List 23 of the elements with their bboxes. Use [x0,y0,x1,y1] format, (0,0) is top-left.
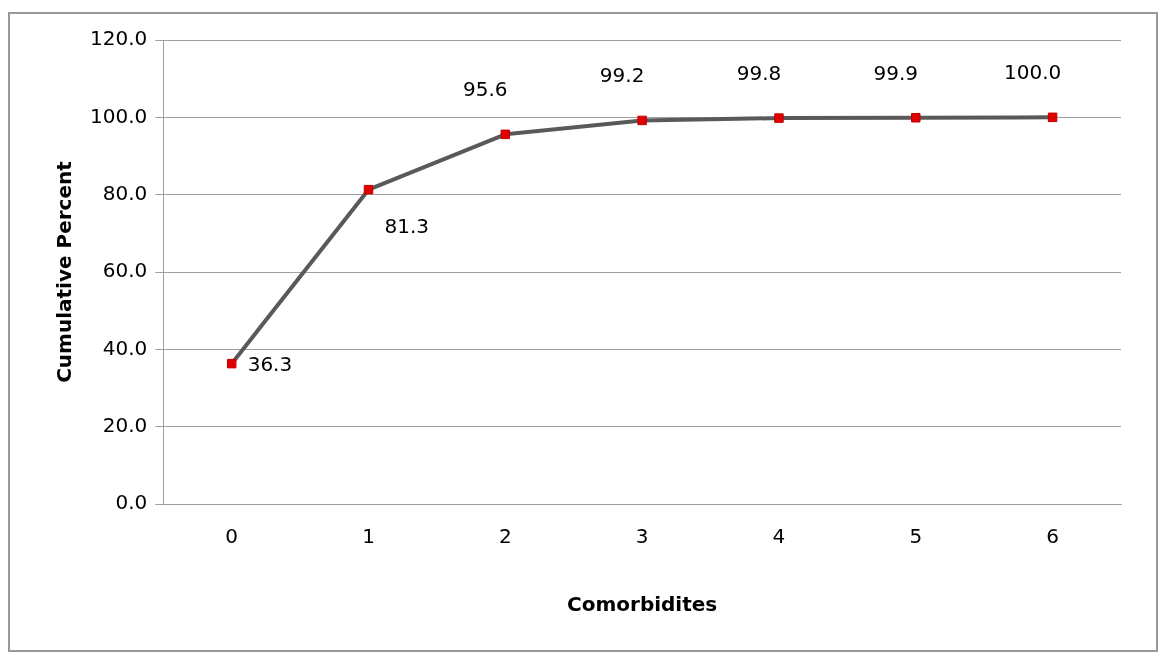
y-tick-label: 60.0 [102,258,148,283]
y-tick-label: 100.0 [89,103,148,128]
data-label: 100.0 [1003,60,1062,85]
y-tick-label: 40.0 [102,335,148,360]
x-tick-label: 4 [772,524,786,549]
x-tick-label: 5 [909,524,923,549]
y-axis-title: Cumulative Percent [52,160,77,383]
y-tick-label: 0.0 [115,490,148,515]
y-tick-label: 20.0 [102,412,148,437]
data-label: 99.8 [736,61,782,86]
x-tick-label: 0 [225,524,239,549]
x-tick-label: 1 [362,524,375,549]
data-label: 81.3 [384,213,430,238]
x-tick-label: 2 [498,524,512,549]
y-tick-label: 80.0 [102,180,148,205]
data-label: 36.3 [247,351,293,376]
x-tick-label: 3 [635,524,649,549]
data-label: 95.6 [463,77,508,102]
x-tick-label: 6 [1046,524,1059,549]
y-tick-label: 120.0 [89,26,148,51]
data-label: 99.2 [599,63,645,88]
x-axis-title: Comorbidites [567,592,718,617]
data-label: 99.9 [873,60,919,85]
